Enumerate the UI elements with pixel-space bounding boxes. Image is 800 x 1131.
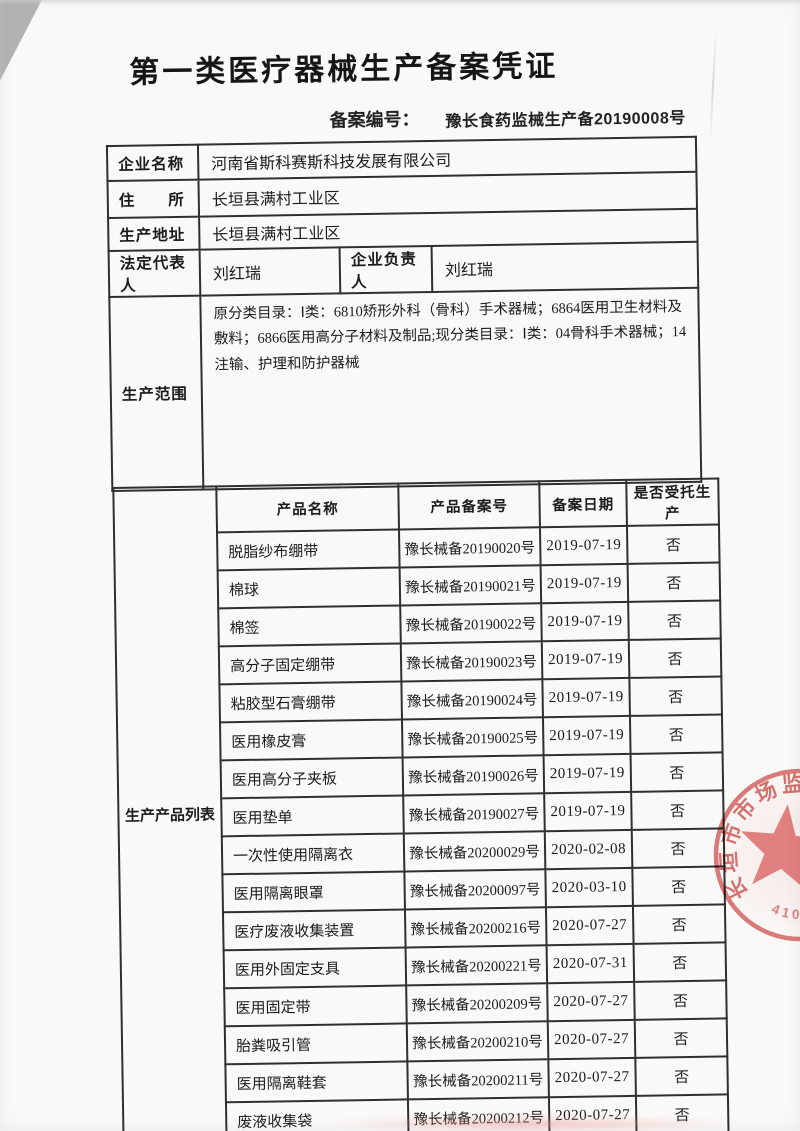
column-header-record-date: 备案日期 xyxy=(539,479,627,528)
info-value: 刘红瑞 xyxy=(199,247,341,296)
product-name: 医疗废液收集装置 xyxy=(222,909,406,951)
product-record-no: 豫长械备20200216号 xyxy=(404,907,547,948)
product-list-section-label: 生产产品列表 xyxy=(113,486,227,1131)
info-label: 法定代表人 xyxy=(108,249,201,298)
product-name: 胎粪吸引管 xyxy=(224,1023,408,1065)
product-name: 一次性使用隔离衣 xyxy=(221,833,405,875)
star-icon xyxy=(741,804,800,890)
product-entrusted: 否 xyxy=(629,714,723,754)
product-entrusted: 否 xyxy=(635,1056,728,1096)
product-record-no: 豫长械备20200097号 xyxy=(404,869,546,910)
product-record-date: 2020-02-08 xyxy=(544,829,633,870)
product-name: 粘胶型石膏绷带 xyxy=(219,681,402,723)
product-record-no: 豫长械备20190024号 xyxy=(401,679,543,720)
scan-top-edge-shadow xyxy=(0,0,800,5)
product-name: 医用外固定支具 xyxy=(223,947,407,989)
product-record-date: 2020-07-27 xyxy=(547,1019,636,1060)
product-record-no: 豫长械备20200029号 xyxy=(403,831,546,872)
product-entrusted: 否 xyxy=(634,980,727,1020)
product-name: 医用隔离眼罩 xyxy=(222,871,405,913)
product-record-no: 豫长械备20190021号 xyxy=(399,565,542,606)
product-record-date: 2019-07-19 xyxy=(542,715,631,756)
product-name: 医用高分子夹板 xyxy=(220,757,404,799)
product-record-no: 豫长械备20190027号 xyxy=(403,793,545,834)
info-value: 刘红瑞 xyxy=(431,241,699,292)
product-record-no: 豫长械备20200211号 xyxy=(407,1059,549,1100)
product-name: 医用隔离鞋套 xyxy=(225,1061,408,1103)
product-record-date: 2019-07-19 xyxy=(539,525,628,566)
column-header-product-name: 产品名称 xyxy=(216,483,399,533)
info-label: 企业名称 xyxy=(106,144,199,182)
product-entrusted: 否 xyxy=(629,676,722,716)
product-record-date: 2020-07-27 xyxy=(547,981,635,1022)
product-record-date: 2019-07-19 xyxy=(540,563,629,604)
product-record-no: 豫长械备20200221号 xyxy=(405,945,548,986)
official-seal-stamp: 长垣市市场监 41072 xyxy=(713,768,800,942)
product-record-date: 2019-07-19 xyxy=(541,639,630,680)
product-entrusted: 否 xyxy=(628,600,721,640)
product-record-date: 2019-07-19 xyxy=(543,753,632,794)
product-name: 棉签 xyxy=(218,605,401,647)
product-record-no: 豫长械备20200210号 xyxy=(406,1021,549,1062)
product-record-no: 豫长械备20200209号 xyxy=(406,983,548,1024)
record-number-line: 备案编号： 豫长食药监械生产备20190008号 xyxy=(329,101,686,134)
product-entrusted: 否 xyxy=(627,562,721,602)
company-info-table: 企业名称 河南省斯科赛斯科技发展有限公司 住 所 长垣县满村工业区 生产地址 长… xyxy=(106,136,702,492)
certificate-title: 第一类医疗器械生产备案凭证 xyxy=(129,49,559,90)
production-scope-text: 原分类目录：Ⅰ类：6810矫形外科（骨科）手术器械；6864医用卫生材料及敷料；… xyxy=(200,287,702,490)
info-label: 住 所 xyxy=(107,179,200,219)
product-entrusted: 否 xyxy=(634,1018,728,1058)
product-list-table: 生产产品列表 产品名称 产品备案号 备案日期 是否受托生产 脱脂纱布绷带 豫长械… xyxy=(112,477,729,1131)
record-number-label: 备案编号： xyxy=(329,109,420,131)
product-record-date: 2020-07-27 xyxy=(548,1057,636,1098)
product-record-no: 豫长械备20190020号 xyxy=(398,527,541,568)
product-record-date: 2019-07-19 xyxy=(542,677,630,718)
column-header-record-no: 产品备案号 xyxy=(398,481,540,530)
info-label: 生产地址 xyxy=(108,216,200,252)
seal-circle xyxy=(713,768,800,942)
product-name: 医用垫单 xyxy=(221,795,404,837)
product-name: 医用固定带 xyxy=(224,985,407,1027)
record-number-value: 豫长食药监械生产备20190008号 xyxy=(445,110,686,131)
product-name: 高分子固定绷带 xyxy=(218,643,402,685)
product-name: 医用橡皮膏 xyxy=(220,719,403,761)
product-record-date: 2019-07-19 xyxy=(541,601,629,642)
product-name: 脱脂纱布绷带 xyxy=(217,529,400,571)
info-label: 企业负责人 xyxy=(339,245,433,294)
product-name: 棉球 xyxy=(217,567,401,609)
product-record-date: 2020-07-27 xyxy=(545,905,634,946)
product-record-no: 豫长械备20190022号 xyxy=(400,603,542,644)
info-row-production-scope: 生产范围 原分类目录：Ⅰ类：6810矫形外科（骨科）手术器械；6864医用卫生材… xyxy=(109,287,702,492)
product-record-no: 豫长械备20190026号 xyxy=(402,755,545,796)
column-header-entrusted: 是否受托生产 xyxy=(626,478,719,526)
info-label: 生产范围 xyxy=(109,295,204,492)
product-entrusted: 否 xyxy=(628,638,722,678)
product-record-date: 2020-07-31 xyxy=(546,943,635,984)
product-record-date: 2020-03-10 xyxy=(545,867,633,908)
product-record-no: 豫长械备20190025号 xyxy=(401,717,544,758)
product-entrusted: 否 xyxy=(626,524,720,564)
product-record-no: 豫长械备20190023号 xyxy=(400,641,543,682)
product-record-date: 2019-07-19 xyxy=(544,791,632,832)
second-stamp-smudge xyxy=(330,1117,730,1131)
